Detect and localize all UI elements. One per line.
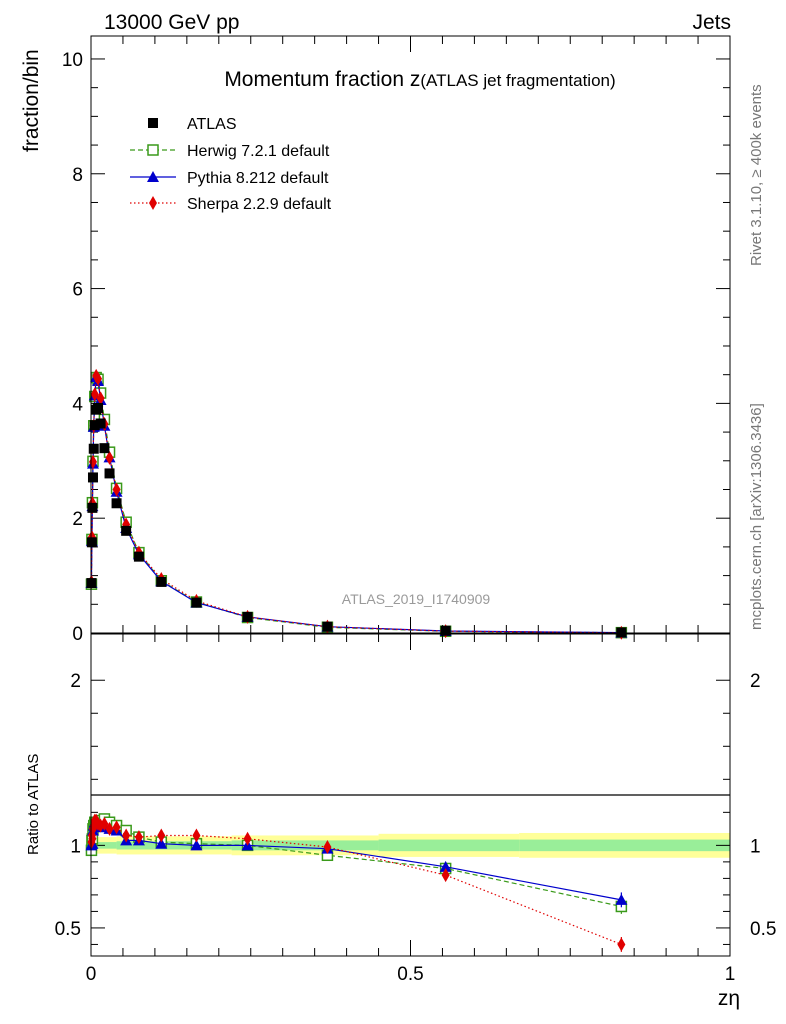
x-tick-label: 0 bbox=[86, 964, 97, 985]
main-point-sherpa bbox=[90, 387, 99, 402]
ratio-point-sherpa bbox=[243, 831, 252, 846]
main-point-atlas bbox=[191, 597, 202, 608]
legend-entry-atlas: ATLAS bbox=[148, 116, 237, 133]
x-tick-label: 0.5 bbox=[397, 964, 423, 985]
ratio-band-inner bbox=[519, 839, 730, 852]
ratio-point-sherpa bbox=[112, 820, 121, 835]
ratio-y-tick-label: 2 bbox=[70, 671, 81, 692]
main-point-sherpa bbox=[112, 482, 121, 497]
ratio-point-pythia bbox=[190, 839, 203, 851]
ratio-band-inner bbox=[231, 840, 379, 851]
ratio-point-sherpa bbox=[88, 831, 97, 846]
main-point-sherpa bbox=[105, 450, 114, 465]
ratio-point-sherpa bbox=[192, 828, 201, 843]
main-y-tick-label: 10 bbox=[62, 50, 83, 71]
ratio-y-tick-label-right: 1 bbox=[750, 836, 761, 857]
main-point-atlas bbox=[88, 443, 99, 454]
main-series-atlas bbox=[86, 402, 627, 638]
x-tick-labels: 0 0.5 1 bbox=[86, 964, 736, 985]
rivet-label: Rivet 3.1.10, ≥ 400k events bbox=[748, 84, 765, 266]
ratio-line-herwig bbox=[90, 818, 622, 908]
ratio-y-tick-labels: 0.5 0.5 1 1 2 2 bbox=[55, 671, 777, 940]
main-point-atlas bbox=[87, 502, 98, 513]
main-point-atlas bbox=[87, 472, 98, 483]
main-line-sherpa bbox=[90, 373, 622, 634]
process-label: 13000 GeV pp bbox=[104, 11, 239, 34]
legend-label-atlas: ATLAS bbox=[187, 116, 237, 133]
chart-title: Momentum fraction z(ATLAS jet fragmentat… bbox=[224, 68, 615, 91]
main-point-atlas bbox=[111, 498, 122, 509]
main-point-atlas bbox=[86, 537, 97, 548]
mcplots-label: mcplots.cern.ch [arXiv:1306.3436] bbox=[748, 403, 765, 630]
ratio-y-tick-label: 1 bbox=[70, 836, 81, 857]
ratio-panel: Ratio to ATLAS 0.5 0.51 12 2 0 0.5 1 zη bbox=[25, 633, 777, 1010]
main-y-axis-label: fraction/bin bbox=[20, 49, 43, 152]
ratio-series-sherpa bbox=[87, 813, 626, 952]
ratio-point-sherpa bbox=[105, 821, 114, 836]
main-y-tick-label: 8 bbox=[72, 165, 83, 186]
main-panel: fraction/bin 0 2 4 6 8 10 Momentum fraction z… bbox=[20, 35, 731, 645]
main-point-atlas bbox=[440, 625, 451, 636]
ratio-series-layer bbox=[85, 813, 628, 952]
ratio-y-tick-label-right: 2 bbox=[750, 671, 761, 692]
ratio-point-pythia bbox=[615, 893, 628, 905]
legend-label-sherpa: Sherpa 2.2.9 default bbox=[187, 196, 332, 213]
ratio-line-pythia bbox=[90, 819, 622, 901]
ratio-band-inner bbox=[378, 839, 520, 852]
legend-marker-herwig bbox=[147, 144, 159, 156]
main-y-tick-label: 0 bbox=[72, 624, 83, 645]
chart-title-main: Momentum fraction z bbox=[224, 68, 420, 91]
ratio-series-pythia bbox=[85, 814, 628, 908]
ratio-point-sherpa bbox=[122, 828, 131, 843]
main-point-sherpa bbox=[94, 371, 103, 386]
main-frame bbox=[90, 35, 731, 634]
main-point-atlas bbox=[95, 418, 106, 429]
x-axis-label: zη bbox=[718, 987, 740, 1010]
ratio-point-pythia bbox=[155, 837, 168, 849]
legend-marker-pythia bbox=[147, 171, 159, 182]
legend-label-pythia: Pythia 8.212 default bbox=[187, 170, 329, 187]
ratio-point-sherpa bbox=[323, 840, 332, 855]
legend-entry-sherpa: Sherpa 2.2.9 default bbox=[130, 196, 332, 213]
legend-marker-atlas bbox=[148, 118, 158, 128]
ratio-point-sherpa bbox=[441, 868, 450, 883]
ratio-y-tick-label: 0.5 bbox=[55, 919, 81, 940]
legend-entry-herwig: Herwig 7.2.1 default bbox=[130, 143, 330, 160]
main-point-sherpa bbox=[96, 391, 105, 406]
main-y-tick-label: 6 bbox=[72, 280, 83, 301]
main-point-atlas bbox=[616, 627, 627, 638]
ratio-point-sherpa bbox=[157, 828, 166, 843]
main-point-atlas bbox=[242, 611, 253, 622]
main-point-atlas bbox=[89, 420, 100, 431]
legend-label-herwig: Herwig 7.2.1 default bbox=[187, 143, 330, 160]
main-point-atlas bbox=[121, 525, 132, 536]
ratio-band-inner bbox=[116, 841, 232, 850]
main-y-tick-label: 2 bbox=[72, 509, 83, 530]
main-y-tick-label: 4 bbox=[72, 394, 83, 415]
main-point-atlas bbox=[93, 402, 104, 413]
main-point-atlas bbox=[322, 621, 333, 632]
main-point-atlas bbox=[133, 551, 144, 562]
analysis-watermark: ATLAS_2019_I1740909 bbox=[342, 591, 491, 607]
ratio-ticks bbox=[90, 634, 731, 956]
ratio-point-pythia bbox=[439, 860, 452, 872]
legend-marker-sherpa bbox=[149, 196, 157, 210]
category-label: Jets bbox=[692, 11, 731, 34]
ratio-point-sherpa bbox=[617, 937, 626, 952]
ratio-y-tick-label-right: 0.5 bbox=[750, 919, 776, 940]
main-y-tick-labels: 0 2 4 6 8 10 bbox=[62, 50, 84, 645]
chart-title-sub: (ATLAS jet fragmentation) bbox=[420, 71, 615, 90]
x-tick-label: 1 bbox=[725, 964, 736, 985]
ratio-frame bbox=[90, 633, 731, 957]
ratio-y-axis-label: Ratio to ATLAS bbox=[25, 754, 42, 855]
main-point-atlas bbox=[156, 576, 167, 587]
legend-entry-pythia: Pythia 8.212 default bbox=[130, 170, 329, 187]
ratio-point-sherpa bbox=[134, 830, 143, 845]
main-point-atlas bbox=[99, 443, 110, 454]
ratio-series-herwig bbox=[85, 813, 628, 914]
legend: ATLAS Herwig 7.2.1 default Pythia 8.212 … bbox=[130, 116, 332, 213]
main-point-atlas bbox=[104, 468, 115, 479]
